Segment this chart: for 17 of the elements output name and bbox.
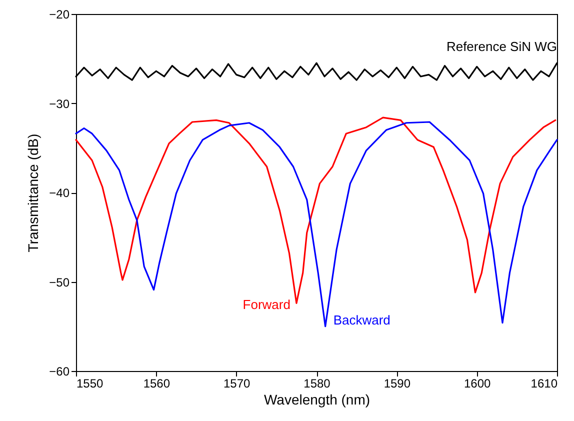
series-label: Reference SiN WG bbox=[446, 39, 557, 54]
x-tick-label: 1610 bbox=[530, 376, 558, 390]
x-tick-label: 1560 bbox=[143, 376, 170, 390]
x-tick-label: 1580 bbox=[304, 376, 331, 390]
x-tick-label: 1600 bbox=[464, 376, 492, 390]
y-tick-label: −20 bbox=[49, 8, 70, 22]
x-tick-label: 1570 bbox=[223, 376, 251, 390]
y-axis-title: Transmittance (dB) bbox=[25, 134, 42, 252]
x-tick-label: 1590 bbox=[384, 376, 411, 390]
y-tick-label: −60 bbox=[49, 364, 70, 378]
y-tick-label: −50 bbox=[49, 275, 70, 290]
x-tick-label: 1550 bbox=[76, 376, 104, 390]
series-label: Backward bbox=[333, 312, 390, 328]
series-label: Forward bbox=[242, 297, 290, 312]
x-axis-title: Wavelength (nm) bbox=[264, 392, 370, 408]
y-tick-label: −40 bbox=[49, 186, 70, 200]
y-tick-label: −30 bbox=[49, 96, 70, 111]
